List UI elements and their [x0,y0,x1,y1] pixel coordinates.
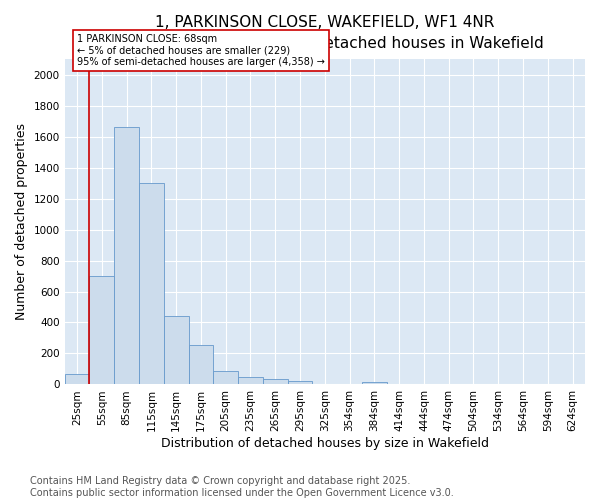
Bar [65,374,89,384]
Text: Contains HM Land Registry data © Crown copyright and database right 2025.
Contai: Contains HM Land Registry data © Crown c… [30,476,454,498]
Title: 1, PARKINSON CLOSE, WAKEFIELD, WF1 4NR
Size of property relative to detached hou: 1, PARKINSON CLOSE, WAKEFIELD, WF1 4NR S… [106,15,544,51]
Bar [188,345,214,385]
Bar [114,128,139,384]
Bar [287,380,313,384]
Bar [89,276,114,384]
Bar [139,183,164,384]
Bar [238,376,263,384]
Y-axis label: Number of detached properties: Number of detached properties [15,124,28,320]
Text: 1 PARKINSON CLOSE: 68sqm
← 5% of detached houses are smaller (229)
95% of semi-d: 1 PARKINSON CLOSE: 68sqm ← 5% of detache… [77,34,325,67]
X-axis label: Distribution of detached houses by size in Wakefield: Distribution of detached houses by size … [161,437,489,450]
Bar [214,370,238,384]
Bar [263,379,287,384]
Bar [164,316,188,384]
Bar [362,382,387,384]
